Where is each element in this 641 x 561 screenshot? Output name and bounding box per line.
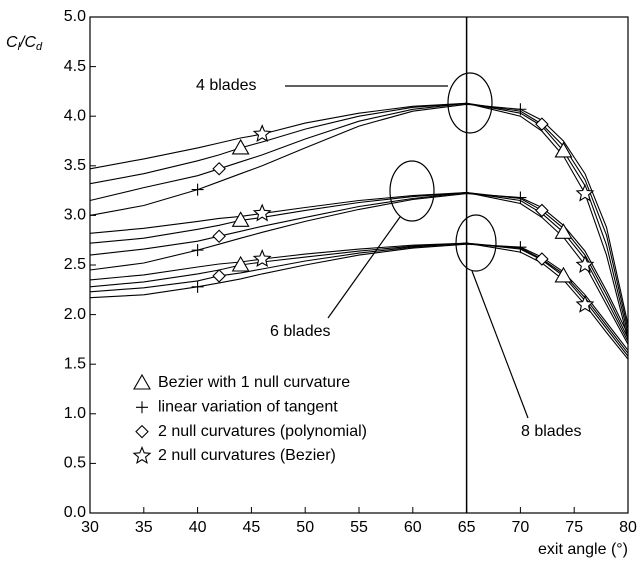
- marker: [212, 269, 226, 283]
- curve: [89, 193, 629, 335]
- marker: [252, 203, 272, 222]
- marker: [554, 223, 573, 239]
- curve: [89, 242, 629, 360]
- annotation: 6 blades: [270, 323, 331, 340]
- y-label-part: d: [36, 41, 43, 53]
- y-tick-label: 2.5: [64, 256, 86, 273]
- x-tick-label: 70: [512, 519, 530, 536]
- y-tick-label: 2.0: [64, 306, 86, 323]
- ellipse: [455, 214, 497, 272]
- leader-line: [471, 270, 529, 419]
- y-tick-label: 4.0: [64, 107, 86, 124]
- x-tick-label: 80: [619, 519, 637, 536]
- x-tick-label: 50: [296, 519, 314, 536]
- marker: [191, 280, 204, 293]
- curve: [89, 192, 629, 345]
- marker: [136, 401, 148, 414]
- y-label-part: C: [6, 34, 18, 51]
- marker: [575, 255, 595, 274]
- marker: [212, 161, 226, 176]
- legend-label: 2 null curvatures (Bezier): [158, 447, 336, 464]
- x-tick-label: 40: [189, 519, 207, 536]
- y-tick-label: 3.5: [64, 157, 86, 174]
- x-tick-label: 30: [81, 519, 99, 536]
- marker: [514, 191, 527, 204]
- marker: [514, 103, 527, 116]
- marker: [252, 124, 272, 143]
- marker: [554, 141, 573, 158]
- marker: [231, 255, 250, 272]
- x-tick-label: 65: [458, 519, 476, 536]
- marker: [575, 294, 595, 313]
- curve: [89, 102, 629, 335]
- curve: [89, 243, 629, 351]
- marker: [231, 211, 250, 227]
- ellipse: [447, 72, 493, 134]
- curve: [89, 242, 629, 357]
- curve: [89, 102, 629, 330]
- legend-label: 2 null curvatures (polynomial): [158, 423, 367, 440]
- ellipse: [389, 160, 435, 222]
- y-tick-label: 4.5: [64, 58, 86, 75]
- marker: [191, 183, 204, 196]
- leader-line: [327, 216, 401, 319]
- marker: [132, 445, 152, 464]
- legend-label: linear variation of tangent: [158, 399, 338, 416]
- x-tick-label: 55: [350, 519, 368, 536]
- x-axis-label: exit angle (°): [538, 541, 628, 558]
- y-label-part: l: [18, 41, 21, 53]
- marker: [535, 203, 549, 218]
- annotation: 4 blades: [196, 77, 257, 94]
- y-tick-label: 0.0: [64, 504, 86, 521]
- marker: [535, 252, 549, 266]
- marker: [554, 266, 573, 283]
- marker: [191, 244, 204, 257]
- marker: [231, 138, 250, 155]
- curve: [89, 103, 629, 325]
- annotation: 8 blades: [521, 423, 582, 440]
- y-tick-label: 0.5: [64, 455, 86, 472]
- x-tick-label: 75: [565, 519, 583, 536]
- marker: [575, 183, 595, 202]
- y-tick-label: 5.0: [64, 8, 86, 25]
- marker: [212, 229, 226, 244]
- y-tick-label: 3.0: [64, 207, 86, 224]
- y-axis-label: Cl/Cd: [6, 34, 43, 53]
- y-tick-label: 1.5: [64, 355, 86, 372]
- legend-label: Bezier with 1 null curvature: [158, 374, 350, 391]
- curve: [89, 192, 629, 339]
- x-tick-label: 35: [135, 519, 153, 536]
- marker: [535, 117, 549, 131]
- marker: [514, 241, 527, 254]
- curve: [89, 102, 629, 340]
- y-tick-label: 1.0: [64, 405, 86, 422]
- marker: [252, 249, 272, 268]
- marker: [133, 373, 151, 390]
- marker: [135, 424, 149, 439]
- curve: [89, 242, 629, 354]
- y-label-part: /C: [19, 34, 36, 51]
- curve: [89, 192, 629, 342]
- x-tick-label: 45: [243, 519, 261, 536]
- x-tick-label: 60: [404, 519, 422, 536]
